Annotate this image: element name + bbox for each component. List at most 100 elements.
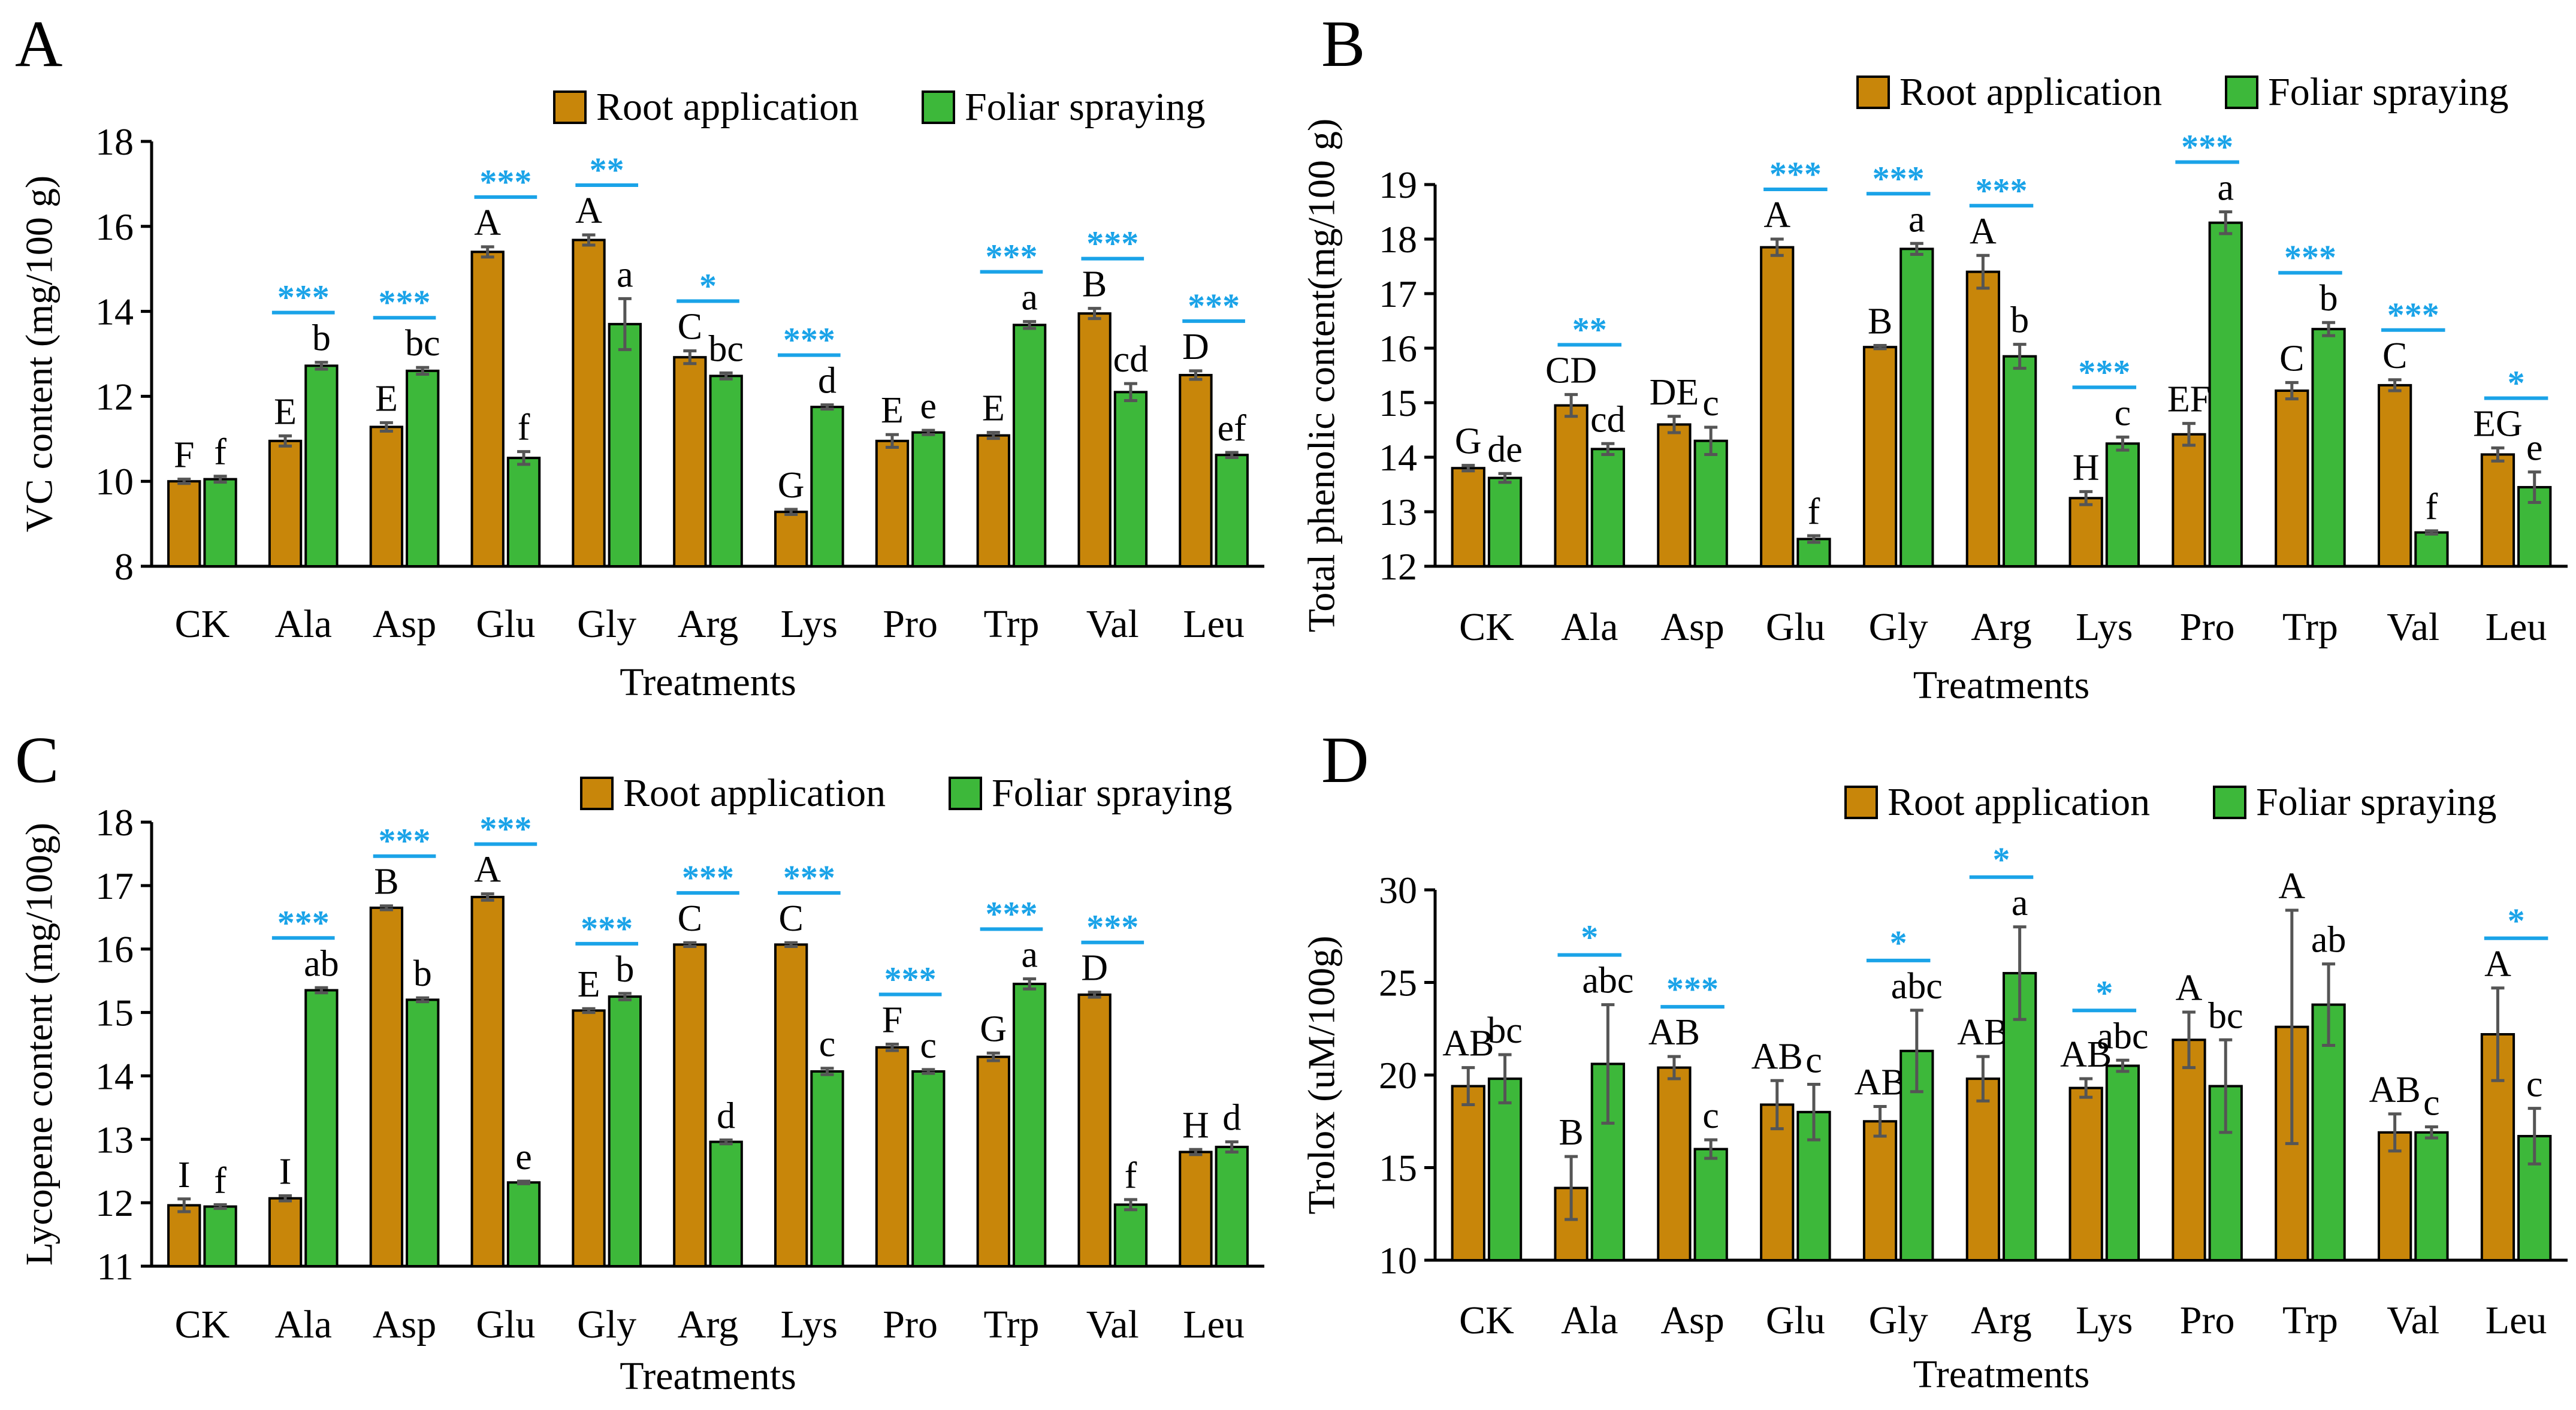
y-axis-label: Lycopene content (mg/100g)	[18, 823, 61, 1266]
significance-letter: a	[1021, 934, 1038, 975]
significance-letter: ef	[1218, 408, 1247, 449]
legend: Root application Foliar spraying	[1844, 780, 2496, 824]
bar-foliar-gly	[1899, 247, 1934, 567]
bar-root-ck	[1451, 1085, 1485, 1262]
bar-root-lys	[2068, 1086, 2103, 1261]
significance-letter: bc	[708, 328, 744, 369]
bar-foliar-ck	[1487, 1077, 1523, 1262]
bar-foliar-val	[2414, 531, 2449, 568]
bar-root-glu	[1760, 246, 1795, 567]
significance-letter: bc	[1487, 1010, 1523, 1051]
bar-foliar-val	[2414, 1131, 2449, 1262]
significance-letter: A	[1763, 195, 1790, 235]
significance-letter: AB	[1648, 1012, 1700, 1053]
significance-stars: ***	[682, 858, 734, 897]
significance-stars: ***	[379, 822, 431, 861]
y-tick-label: 12	[1379, 545, 1417, 588]
significance-letter: E	[982, 388, 1005, 429]
significance-stars: ***	[379, 283, 431, 322]
bar-root-asp	[369, 425, 404, 567]
bar-root-ck	[167, 1204, 201, 1268]
x-tick-label: Pro	[2180, 1299, 2235, 1342]
significance-letter: a	[2012, 883, 2028, 923]
significance-stars: ***	[1769, 155, 1822, 194]
significance-letter: D	[1182, 327, 1209, 367]
bar-foliar-asp	[406, 998, 440, 1268]
x-tick-label: Glu	[1766, 1299, 1825, 1342]
bar-root-arg	[673, 356, 707, 567]
significance-letter: C	[2279, 338, 2304, 379]
significance-letter: A	[2278, 866, 2305, 907]
significance-letter: c	[2115, 392, 2131, 433]
significance-letter: AB	[1957, 1012, 2009, 1053]
bar-root-asp	[369, 906, 404, 1267]
x-tick-label: Ala	[1561, 605, 1618, 649]
legend-swatch-root	[1844, 786, 1878, 819]
significance-stars: ***	[479, 162, 531, 201]
y-tick-label: 18	[95, 120, 134, 163]
bar-foliar-val	[1113, 1203, 1148, 1268]
significance-letter: A	[575, 191, 602, 231]
bar-foliar-glu	[506, 457, 541, 568]
x-tick-label: Val	[2387, 605, 2439, 649]
bar-foliar-trp	[2311, 328, 2346, 568]
bar-foliar-ck	[203, 1205, 237, 1267]
y-tick-label: 14	[95, 1055, 134, 1097]
significance-letter: ab	[304, 943, 339, 984]
significance-letter: f	[214, 1160, 227, 1201]
significance-letter: f	[1808, 491, 1820, 532]
significance-stars: ***	[1976, 171, 2028, 210]
x-tick-label: Trp	[2282, 1299, 2338, 1342]
bar-root-gly	[1862, 346, 1898, 567]
significance-letter: c	[2526, 1064, 2543, 1105]
y-tick-label: 10	[1379, 1239, 1417, 1282]
bar-foliar-asp	[1693, 1148, 1728, 1261]
panel-A: A 8 10 12 14 16 18 VC content (mg/100 g) Treatm…	[15, 7, 1264, 704]
x-tick-label: Arg	[1971, 605, 2031, 649]
x-tick-label: Glu	[1766, 605, 1825, 649]
bar-root-trp	[976, 434, 1010, 567]
significance-stars: ***	[884, 960, 937, 999]
bar-root-trp	[976, 1055, 1010, 1267]
significance-stars: ***	[2181, 128, 2233, 167]
legend-label-root: Root application	[1899, 70, 2162, 114]
x-tick-label: Pro	[2180, 605, 2235, 649]
significance-stars: ***	[1188, 286, 1240, 325]
y-tick-label: 14	[95, 291, 134, 333]
x-tick-label: CK	[175, 1303, 230, 1346]
panel-B: B 12 13 14 15 16 17 18 19 Total phenolic content…	[1300, 7, 2568, 707]
significance-letter: c	[1702, 383, 1719, 424]
x-axis-label: Treatments	[620, 1354, 796, 1398]
x-axis-label: Treatments	[1913, 663, 2090, 707]
x-tick-label: Asp	[1660, 1299, 1724, 1342]
bar-foliar-ala	[1590, 448, 1625, 567]
y-axis-label: Trolox (uM/100g)	[1300, 935, 1343, 1214]
legend-label-foliar: Foliar spraying	[965, 85, 1205, 129]
x-tick-label: Pro	[883, 1303, 938, 1346]
bar-root-val	[1077, 993, 1112, 1267]
legend-swatch-foliar	[2213, 786, 2246, 819]
bar-foliar-pro	[911, 431, 946, 567]
y-tick-label: 18	[1379, 218, 1417, 261]
significance-letter: A	[1970, 211, 1997, 252]
legend-label-foliar: Foliar spraying	[2256, 780, 2496, 824]
legend-swatch-foliar	[949, 777, 982, 810]
significance-letter: d	[717, 1095, 735, 1136]
bar-root-lys	[774, 511, 808, 567]
bar-root-ck	[167, 480, 201, 568]
significance-stars: ***	[783, 858, 835, 897]
panel-label-B: B	[1321, 7, 1365, 80]
x-tick-label: Lys	[2076, 605, 2133, 649]
significance-letter: A	[2176, 968, 2203, 1009]
significance-letter: cd	[1590, 399, 1626, 440]
x-tick-label: Ala	[275, 602, 332, 646]
significance-letter: e	[515, 1137, 532, 1177]
significance-letter: H	[1182, 1105, 1209, 1146]
significance-letter: b	[2010, 300, 2029, 341]
significance-letter: AB	[1751, 1036, 1803, 1077]
x-tick-label: Gly	[577, 602, 636, 646]
x-axis-label: Treatments	[1913, 1352, 2090, 1396]
significance-stars: ***	[1086, 224, 1138, 263]
x-tick-label: Arg	[1971, 1299, 2031, 1342]
